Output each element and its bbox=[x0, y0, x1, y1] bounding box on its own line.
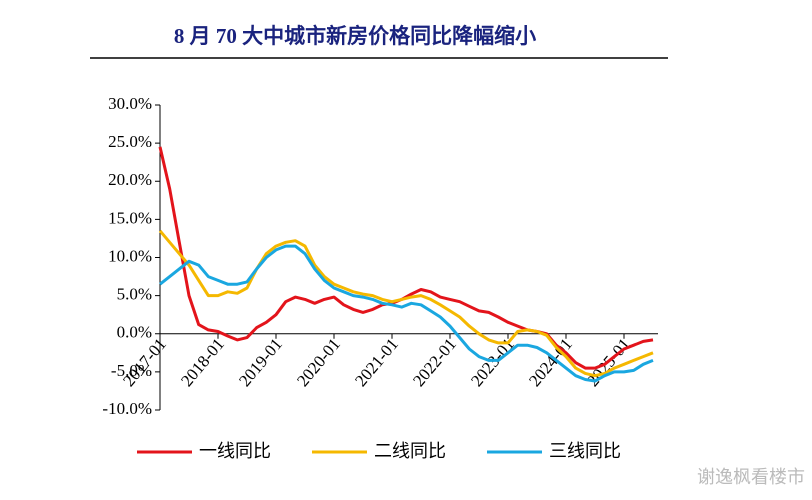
y-tick-label: -5.0% bbox=[111, 361, 152, 380]
watermark: 谢逸枫看楼市 bbox=[697, 467, 805, 488]
series-line bbox=[158, 229, 654, 378]
legend-label: 一线同比 bbox=[199, 441, 271, 462]
series-line bbox=[159, 244, 654, 383]
x-tick-label: 2021-01 bbox=[351, 335, 402, 391]
y-tick-label: 10.0% bbox=[108, 246, 152, 265]
y-tick-label: 0.0% bbox=[117, 323, 152, 342]
y-tick-label: 25.0% bbox=[108, 132, 152, 151]
x-tick-label: 2018-01 bbox=[177, 335, 228, 391]
y-tick-label: 20.0% bbox=[108, 170, 152, 189]
x-tick-label: 2019-01 bbox=[235, 335, 286, 391]
x-tick-label: 2024-01 bbox=[525, 335, 576, 391]
y-tick-label: 5.0% bbox=[117, 285, 152, 304]
legend-label: 三线同比 bbox=[549, 441, 621, 462]
y-tick-label: 15.0% bbox=[108, 208, 152, 227]
x-tick-label: 2023-01 bbox=[467, 335, 518, 391]
y-tick-label: 30.0% bbox=[108, 94, 152, 113]
series-line bbox=[158, 146, 654, 370]
x-tick-label: 2022-01 bbox=[409, 335, 460, 391]
chart-title: 8 月 70 大中城市新房价格同比降幅缩小 bbox=[174, 24, 536, 48]
legend-label: 二线同比 bbox=[374, 441, 446, 462]
x-tick-label: 2020-01 bbox=[293, 335, 344, 391]
y-tick-label: -10.0% bbox=[102, 399, 152, 418]
